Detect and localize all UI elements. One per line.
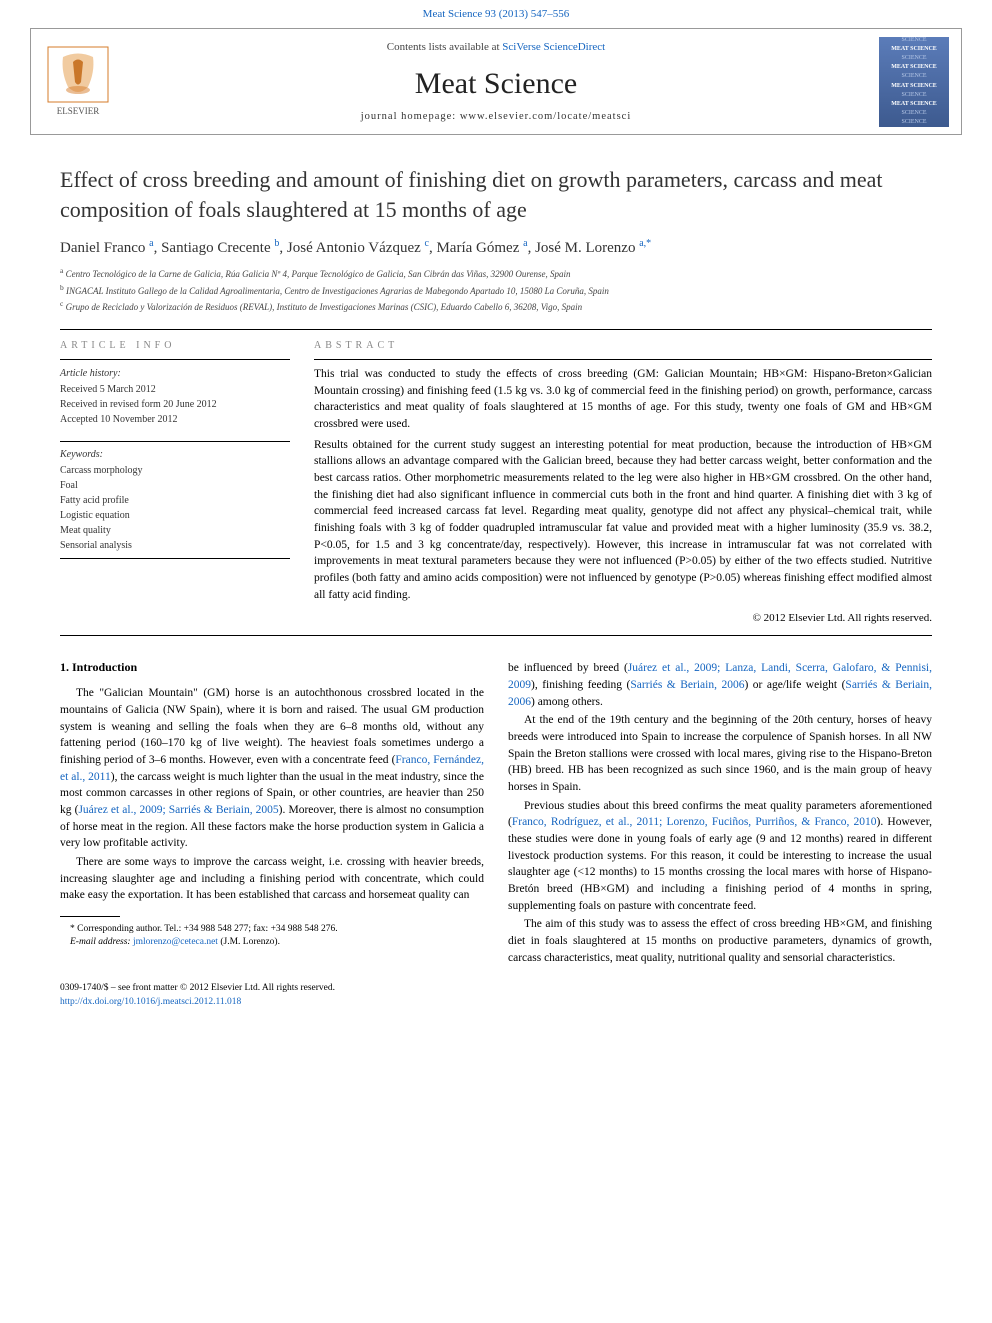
contents-available-line: Contents lists available at SciVerse Sci… — [131, 41, 861, 53]
keywords-label: Keywords: — [60, 447, 290, 462]
bottom-metadata: 0309-1740/$ – see front matter © 2012 El… — [60, 982, 932, 1009]
abstract-text: This trial was conducted to study the ef… — [314, 359, 932, 627]
keywords: Keywords: Carcass morphology Foal Fatty … — [60, 441, 290, 559]
journal-homepage-line: journal homepage: www.elsevier.com/locat… — [131, 111, 861, 122]
authors-list: Daniel Franco a, Santiago Crecente b, Jo… — [60, 238, 932, 257]
journal-ref-link[interactable]: Meat Science 93 (2013) 547–556 — [423, 8, 570, 20]
section-heading-intro: 1. Introduction — [60, 660, 484, 675]
body-right-column: be influenced by breed (Juárez et al., 2… — [508, 660, 932, 968]
journal-header: ELSEVIER SCIENCE MEAT SCIENCE SCIENCE ME… — [30, 28, 962, 135]
abstract-column: ABSTRACT This trial was conducted to stu… — [314, 340, 932, 627]
email-link[interactable]: jmlorenzo@ceteca.net — [133, 937, 218, 947]
citation-link[interactable]: Sarriés & Beriain, 2006 — [630, 679, 744, 691]
article-history: Article history: Received 5 March 2012 R… — [60, 359, 290, 427]
body-two-column: 1. Introduction The "Galician Mountain" … — [60, 635, 932, 968]
sciverse-link[interactable]: SciVerse ScienceDirect — [502, 41, 605, 53]
footnote-divider — [60, 916, 120, 917]
affiliations: a Centro Tecnológico de la Carne de Gali… — [60, 265, 932, 315]
top-journal-link: Meat Science 93 (2013) 547–556 — [0, 0, 992, 24]
abstract-copyright: © 2012 Elsevier Ltd. All rights reserved… — [314, 611, 932, 627]
journal-cover-thumbnail: SCIENCE MEAT SCIENCE SCIENCE MEAT SCIENC… — [879, 37, 949, 127]
divider — [60, 329, 932, 330]
elsevier-logo: ELSEVIER — [43, 42, 113, 122]
citation-link[interactable]: Franco, Rodríguez, et al., 2011; Lorenzo… — [512, 816, 877, 828]
intro-text-left: The "Galician Mountain" (GM) horse is an… — [60, 685, 484, 904]
citation-link[interactable]: Juárez et al., 2009; Sarriés & Beriain, … — [78, 804, 278, 816]
doi-link[interactable]: http://dx.doi.org/10.1016/j.meatsci.2012… — [60, 997, 241, 1007]
abstract-heading: ABSTRACT — [314, 340, 932, 351]
body-left-column: 1. Introduction The "Galician Mountain" … — [60, 660, 484, 968]
article-title: Effect of cross breeding and amount of f… — [60, 165, 932, 224]
history-label: Article history: — [60, 366, 290, 381]
article-info-column: ARTICLE INFO Article history: Received 5… — [60, 340, 290, 627]
corresponding-author-footnote: * Corresponding author. Tel.: +34 988 54… — [60, 923, 484, 950]
journal-name: Meat Science — [131, 67, 861, 101]
svg-text:ELSEVIER: ELSEVIER — [57, 106, 100, 116]
article-info-heading: ARTICLE INFO — [60, 340, 290, 351]
intro-text-right: be influenced by breed (Juárez et al., 2… — [508, 660, 932, 966]
